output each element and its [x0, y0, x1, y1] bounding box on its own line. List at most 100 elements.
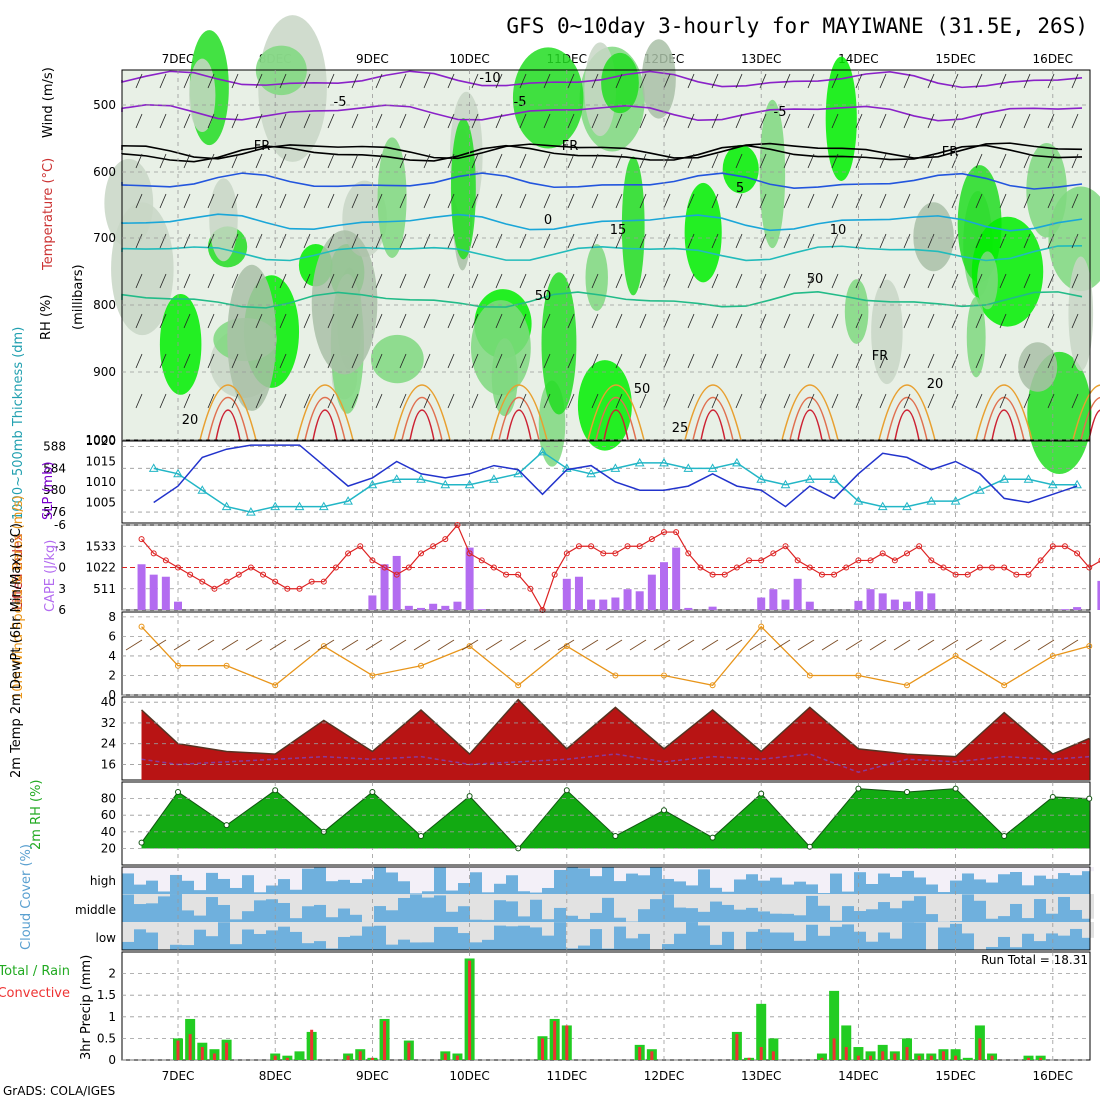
wind-barb: [375, 153, 383, 169]
rh-contour-fill: [111, 202, 174, 336]
cloud-level-label: middle: [75, 903, 116, 917]
cape-bar: [562, 578, 571, 610]
wind-barb: [999, 233, 1007, 249]
warm-isotherm-plume: [506, 409, 532, 441]
rh2m-marker: [1049, 793, 1056, 800]
cloud-gap-block: [254, 922, 266, 934]
rh-contour-fill: [621, 156, 645, 296]
wind-barb: [567, 233, 575, 249]
cloud-gap-block: [770, 894, 782, 914]
wind-barb: [855, 73, 863, 89]
cape-bar: [781, 599, 790, 610]
wind-barb: [807, 393, 815, 409]
cloud-gap-block: [782, 894, 794, 914]
lifted-index-marker: [466, 550, 473, 557]
wind-barb: [159, 353, 167, 369]
wind10-barb: [557, 639, 575, 651]
cloud-gap-block: [890, 922, 902, 939]
cloud-gap-block: [422, 867, 434, 892]
wind-barb: [279, 233, 287, 249]
cloud-gap-block: [422, 894, 434, 898]
cape-bar: [1060, 609, 1069, 610]
isotherm-line: [121, 245, 1083, 262]
wind-barb: [303, 313, 311, 329]
precip-convective-bar: [346, 1055, 350, 1060]
bottom-date-label: 16DEC: [1033, 1069, 1073, 1083]
wind-barb: [159, 273, 167, 289]
cloud-gap-block: [194, 922, 206, 930]
cloud-gap-block: [242, 867, 254, 876]
cape-bar: [441, 605, 450, 610]
wind-barb: [855, 353, 863, 369]
wind-barb: [999, 113, 1007, 129]
wind-barb: [207, 273, 215, 289]
cloud-gap-block: [134, 867, 146, 885]
wind-barb: [663, 313, 671, 329]
wind10-barb: [461, 639, 479, 651]
cloud-gap-block: [746, 922, 758, 932]
wind-barb: [615, 393, 623, 409]
warm-isotherm-plume: [789, 396, 831, 441]
wind-barb: [759, 73, 767, 89]
wind-barb: [231, 233, 239, 249]
wind-barb: [471, 73, 479, 89]
cloud-gap-block: [446, 922, 458, 927]
wind-barb: [159, 153, 167, 169]
cloud-gap-block: [1082, 922, 1094, 938]
wind-barb: [255, 393, 263, 409]
wind-barb: [471, 113, 479, 129]
wind-barb: [783, 193, 791, 209]
wind-barb: [639, 73, 647, 89]
precip-convective-bar: [905, 1047, 909, 1060]
wind-barb: [159, 393, 167, 409]
top-date-label: 14DEC: [838, 52, 878, 66]
wind-barb: [159, 313, 167, 329]
wind-barb: [687, 153, 695, 169]
wind-barb: [231, 313, 239, 329]
lifted-index-marker: [782, 543, 789, 550]
wind-barb: [615, 233, 623, 249]
wind-barb: [591, 393, 599, 409]
cloud-gap-block: [182, 894, 194, 911]
rh2m-marker: [709, 834, 716, 841]
lifted-index-marker: [430, 543, 437, 550]
precip-convective-bar: [200, 1047, 204, 1060]
cloud-gap-block: [662, 867, 674, 879]
lifted-index-marker: [746, 557, 753, 564]
precip-convective-bar: [954, 1055, 958, 1060]
wind-barb: [1023, 153, 1031, 169]
warm-isotherm-plume: [983, 396, 1025, 441]
wind-barb: [495, 393, 503, 409]
wind-barb: [639, 273, 647, 289]
wind10-marker: [612, 672, 619, 679]
precip-convective-bar: [407, 1042, 411, 1060]
cloud-gap-block: [842, 894, 854, 907]
wind-barb: [471, 393, 479, 409]
cloud-gap-block: [242, 922, 254, 930]
cloud-gap-block: [710, 922, 722, 945]
bottom-date-label: 15DEC: [935, 1069, 975, 1083]
wind-barb: [399, 73, 407, 89]
slp-thickness-frame: [121, 440, 1091, 524]
cloud-gap-block: [578, 867, 590, 869]
wind-barb: [543, 113, 551, 129]
wind-barb: [351, 313, 359, 329]
wind-barb: [135, 73, 143, 89]
rh2m-axis-label: 2m RH (%): [29, 779, 44, 850]
cloud-gap-block: [578, 922, 590, 946]
cloud-gap-block: [350, 867, 362, 883]
thickness-line: [153, 450, 1078, 513]
wind-barb: [495, 73, 503, 89]
lifted-index-marker: [794, 557, 801, 564]
cloud-gap-block: [170, 867, 182, 875]
cloud-gap-block: [494, 867, 506, 884]
lifted-index-marker: [478, 557, 485, 564]
lifted-index-marker: [211, 585, 218, 592]
wind-barb: [495, 193, 503, 209]
precip-convective-bar: [310, 1029, 314, 1060]
wind-barb: [951, 353, 959, 369]
cloud-gap-block: [458, 867, 470, 884]
cloud-gap-block: [1058, 867, 1070, 874]
cloud-gap-block: [590, 894, 602, 913]
cloud-gap-block: [794, 894, 806, 916]
